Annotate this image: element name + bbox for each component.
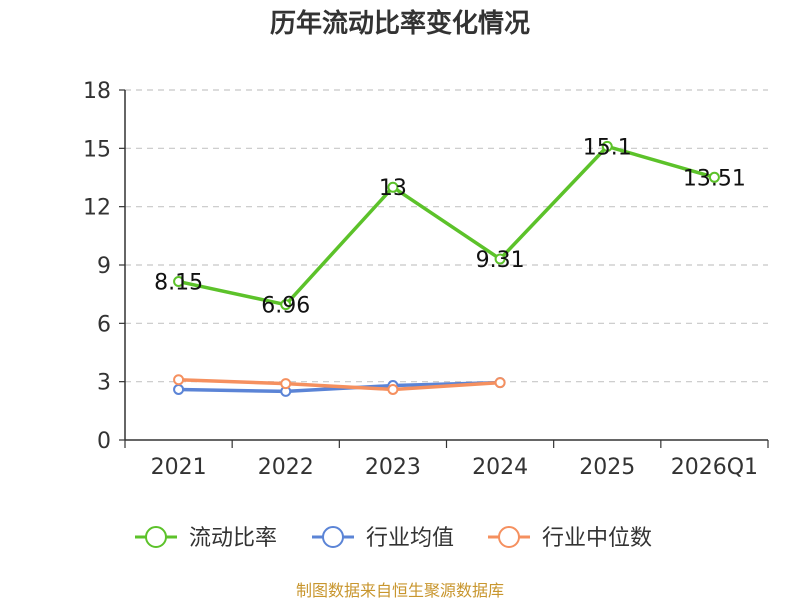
data-label: 9.31 [476,248,525,273]
y-tick-label: 3 [97,371,111,396]
data-point [494,253,506,265]
source-note: 制图数据来自恒生聚源数据库 [296,581,504,600]
data-point [387,383,399,395]
data-point [280,299,292,311]
data-label: 13.51 [683,166,746,191]
data-point [494,377,506,389]
x-tick-label: 2021 [151,455,207,480]
data-point [708,171,720,183]
x-tick-label: 2025 [579,455,635,480]
x-tick-label: 2023 [365,455,421,480]
data-label: 15.1 [583,135,632,160]
x-tick-label: 2026Q1 [671,455,758,480]
chart-title: 历年流动比率变化情况 [270,8,530,39]
legend-label: 流动比率 [189,526,277,551]
series-layer [173,140,720,397]
legend-label: 行业中位数 [542,526,652,551]
data-label: 13 [379,176,407,201]
y-tick-label: 12 [83,196,111,221]
data-point [280,378,292,390]
y-tick-label: 0 [97,429,111,454]
y-tick-label: 15 [83,137,111,162]
data-label: 8.15 [154,271,203,296]
legend-swatch-marker [498,526,520,548]
data-point [173,276,185,288]
x-tick-label: 2024 [472,455,528,480]
series-line-2 [178,377,501,392]
data-labels: 8.15 6.96 13 9.31 15.1 13.51 [154,135,746,318]
y-tick-label: 6 [97,312,111,337]
y-tick-label: 9 [97,254,111,279]
data-point [173,383,185,395]
data-label: 6.96 [261,294,310,319]
x-tick-label: 2022 [258,455,314,480]
legend-label: 行业均值 [366,526,454,551]
series-line-0 [178,144,715,307]
data-point [387,181,399,193]
series-line-1 [178,380,501,394]
y-tick-label: 18 [83,79,111,104]
grid-lines [125,89,768,383]
legend-swatch-marker [322,526,344,548]
data-point [601,140,613,152]
legend: 流动比率 行业均值 行业中位数 [135,526,652,551]
data-point [173,374,185,386]
axes: 0 3 6 9 12 15 18 2021 2022 2023 2024 2025 2026Q1 [83,79,769,480]
legend-swatch-marker [145,526,167,548]
